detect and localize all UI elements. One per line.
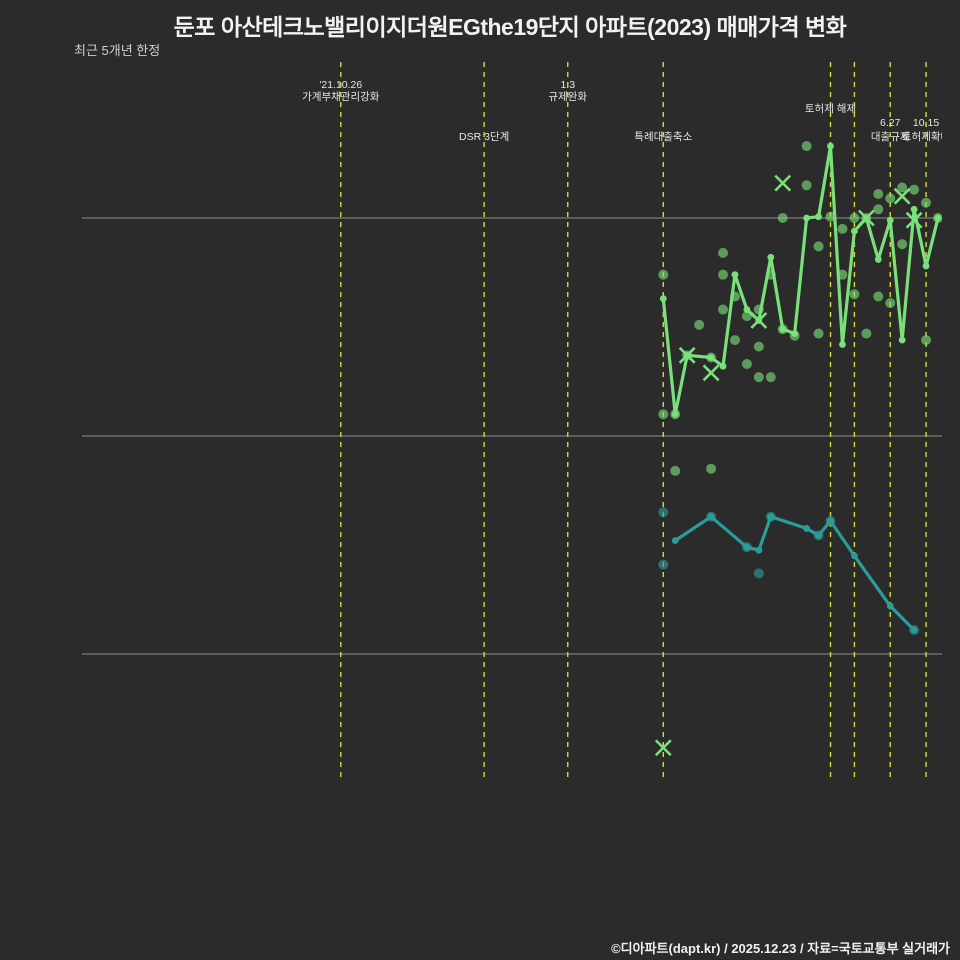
event-label-date: 6.27 — [880, 117, 901, 129]
data-point — [658, 269, 669, 280]
data-point — [765, 372, 776, 383]
line-vertex — [850, 227, 858, 235]
line-vertex — [719, 362, 727, 370]
data-point — [885, 298, 896, 309]
data-point — [729, 335, 740, 346]
x-marker — [654, 739, 672, 757]
data-point — [718, 304, 729, 315]
line-vertex — [671, 410, 679, 418]
line-vertex — [791, 330, 799, 337]
line-vertex — [827, 142, 834, 150]
line-vertex — [922, 262, 930, 270]
line-vertex — [910, 205, 918, 213]
x-marker — [702, 364, 720, 382]
data-point — [753, 341, 764, 352]
data-point — [837, 223, 848, 234]
line-vertex — [815, 532, 822, 539]
line-vertex — [815, 213, 822, 221]
data-point — [718, 269, 729, 280]
data-point — [753, 372, 764, 383]
data-point — [885, 193, 896, 204]
data-point — [706, 463, 717, 474]
event-label-name: 대출규제 — [871, 131, 910, 143]
data-point — [861, 328, 872, 339]
data-point — [777, 213, 788, 223]
line-vertex — [671, 537, 679, 545]
data-point — [741, 359, 752, 370]
data-point — [801, 180, 812, 191]
event-label-date: '21.10.26 — [319, 79, 362, 91]
data-point — [658, 559, 669, 570]
line-vertex — [839, 341, 846, 348]
line-vertex — [779, 325, 787, 333]
series-85 — [654, 141, 942, 757]
data-point — [873, 204, 884, 215]
event-label-date: 10.15 — [913, 117, 939, 129]
page-title: 둔포 아산테크노밸리이지더원EGthe19단지 아파트(2023) 매매가격 변… — [173, 14, 847, 40]
line-vertex — [803, 214, 811, 222]
data-point — [921, 197, 932, 208]
event-label-name: 토허제확대 — [902, 130, 942, 143]
x-marker — [750, 312, 768, 329]
data-point — [909, 184, 920, 195]
line-vertex — [659, 295, 667, 303]
event-label-name: 규제완화 — [548, 90, 587, 103]
data-point — [801, 141, 812, 152]
line-vertex — [707, 354, 715, 361]
data-point — [753, 568, 764, 579]
data-point — [873, 291, 884, 302]
data-point — [813, 328, 824, 339]
line-vertex — [886, 216, 894, 224]
data-point — [873, 189, 884, 200]
data-point — [921, 335, 932, 346]
series-70 — [658, 507, 920, 636]
event-label-name: 특례대출축소 — [634, 131, 692, 143]
line-vertex — [755, 546, 763, 554]
line-vertex — [874, 256, 882, 263]
line-vertex — [886, 602, 894, 610]
data-point — [897, 239, 908, 250]
footer-credit: ©디아파트(dapt.kr) / 2025.12.23 / 자료=국토교통부 실… — [611, 941, 950, 956]
data-point — [658, 409, 669, 420]
event-label-date: 1.3 — [560, 79, 575, 91]
line-vertex — [898, 336, 906, 344]
x-marker — [678, 346, 696, 364]
x-marker — [774, 174, 792, 192]
data-point — [670, 465, 681, 476]
data-point — [849, 289, 860, 300]
x-marker — [893, 187, 911, 205]
line-vertex — [767, 253, 775, 261]
series-line — [661, 144, 940, 416]
data-point — [813, 241, 824, 252]
data-point — [694, 319, 705, 330]
line-vertex — [934, 214, 942, 222]
data-point — [658, 507, 669, 518]
data-point — [897, 182, 908, 193]
x-marker — [857, 209, 875, 227]
line-vertex — [850, 552, 858, 560]
event-label-name: 가계부채관리강화 — [302, 91, 380, 103]
line-vertex — [743, 543, 751, 551]
line-vertex — [803, 525, 811, 532]
line-vertex — [910, 626, 918, 634]
data-point — [849, 213, 860, 223]
line-vertex — [707, 513, 715, 521]
page-subtitle: 최근 5개년 한정 — [74, 43, 161, 58]
series-line — [673, 515, 916, 632]
line-vertex — [731, 271, 739, 279]
x-marker — [905, 211, 923, 229]
event-label-name: DSR 3단계 — [459, 131, 509, 143]
line-vertex — [827, 517, 834, 525]
event-label-name: 토허제 해제 — [805, 102, 856, 115]
data-point — [718, 247, 729, 258]
line-vertex — [743, 306, 751, 313]
line-vertex — [767, 513, 775, 521]
